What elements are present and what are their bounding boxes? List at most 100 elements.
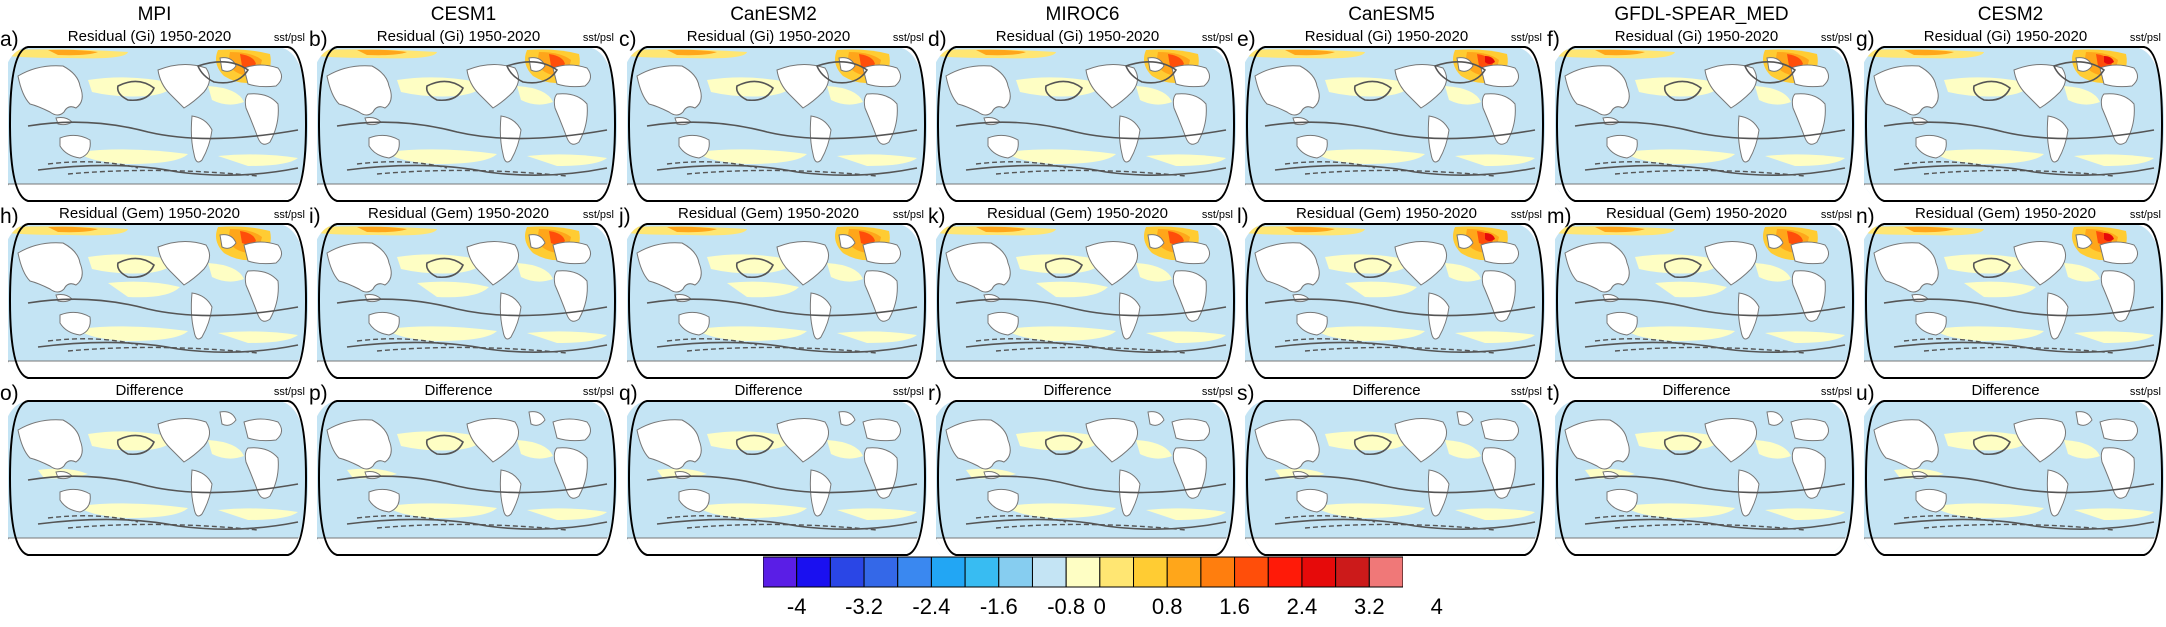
map-panel-b: b) Residual (Gi) 1950-2020 sst/psl bbox=[309, 26, 618, 202]
psl-contour-dashed bbox=[376, 523, 568, 531]
anomaly-patch bbox=[1325, 431, 1408, 451]
anomaly-patch bbox=[1315, 326, 1425, 341]
anomaly-patch bbox=[697, 149, 807, 164]
anomaly-patch bbox=[1445, 263, 1481, 282]
psl-contour bbox=[1663, 434, 1702, 456]
anomaly-patch bbox=[48, 49, 98, 56]
land-mass bbox=[1873, 242, 1939, 293]
land-mass bbox=[862, 241, 901, 265]
column-title-miroc6: MIROC6 bbox=[1045, 4, 1120, 25]
anomaly-patch bbox=[827, 440, 863, 459]
anomaly-patch bbox=[837, 331, 917, 343]
anomaly-patch bbox=[2074, 331, 2154, 343]
land-mass bbox=[1254, 65, 1320, 116]
panel-letter: n) bbox=[1856, 205, 1875, 228]
psl-contour bbox=[1353, 80, 1392, 102]
panel-letter: h) bbox=[0, 205, 19, 228]
psl-contour-dashed bbox=[1923, 169, 2115, 177]
land-mass bbox=[838, 411, 856, 426]
map-border bbox=[936, 46, 1236, 202]
colorbar-swatch bbox=[1301, 556, 1337, 588]
psl-contour bbox=[1584, 518, 1846, 530]
land-mass bbox=[368, 134, 400, 159]
anomaly-patch bbox=[1168, 54, 1184, 68]
world-map bbox=[1245, 46, 1545, 202]
anomaly-patch bbox=[218, 331, 298, 343]
variable-label: sst/psl bbox=[1820, 209, 1852, 221]
variable-label: sst/psl bbox=[1820, 32, 1852, 44]
land-mass bbox=[1564, 65, 1630, 116]
land-mass bbox=[987, 311, 1019, 336]
anomaly-patch bbox=[208, 440, 244, 459]
variable-label: sst/psl bbox=[1201, 386, 1233, 398]
anomaly-patch bbox=[1944, 77, 2027, 97]
anomaly-patch bbox=[1036, 281, 1108, 298]
psl-contour-dashed bbox=[67, 346, 259, 354]
map-panel-f: f) Residual (Gi) 1950-2020 sst/psl bbox=[1547, 26, 1856, 202]
column-title-canesm2: CanESM2 bbox=[730, 4, 817, 25]
land-mass bbox=[627, 183, 927, 201]
map-panel-i: i) Residual (Gem) 1950-2020 sst/psl bbox=[309, 203, 618, 379]
psl-contour-dashed bbox=[1614, 523, 1806, 531]
panel-letter: j) bbox=[619, 205, 631, 228]
land-mass bbox=[1456, 411, 1474, 426]
land-mass bbox=[528, 234, 546, 249]
psl-contour bbox=[1893, 518, 2155, 530]
anomaly-patch bbox=[1016, 431, 1099, 451]
land-mass bbox=[317, 537, 617, 555]
anomaly-patch bbox=[1595, 49, 1645, 56]
land-mass bbox=[1564, 419, 1630, 470]
psl-contour bbox=[116, 434, 155, 456]
variable-label: sst/psl bbox=[892, 209, 924, 221]
psl-contour bbox=[2052, 61, 2106, 84]
anomaly-patch bbox=[1755, 440, 1791, 459]
world-map bbox=[936, 223, 1236, 379]
anomaly-patch bbox=[1325, 77, 1408, 97]
colorbar-swatch bbox=[829, 556, 865, 588]
land-mass bbox=[466, 241, 519, 286]
psl-contour bbox=[37, 341, 299, 353]
world-map bbox=[627, 46, 927, 202]
variable-label: sst/psl bbox=[2129, 209, 2161, 221]
psl-contour-dashed bbox=[975, 338, 1067, 346]
map-panel-g: g) Residual (Gi) 1950-2020 sst/psl bbox=[1856, 26, 2165, 202]
psl-contour bbox=[425, 80, 464, 102]
map-border bbox=[1245, 400, 1545, 556]
colorbar-tick-label: -4 bbox=[786, 594, 807, 619]
psl-contour-dashed bbox=[666, 338, 758, 346]
map-panel-j: j) Residual (Gem) 1950-2020 sst/psl bbox=[619, 203, 928, 379]
land-mass bbox=[244, 270, 279, 322]
psl-contour bbox=[505, 61, 559, 84]
world-map bbox=[936, 400, 1236, 556]
anomaly-patch bbox=[1944, 254, 2027, 274]
psl-contour bbox=[1044, 257, 1083, 279]
colorbar-tick-label: 4 bbox=[1430, 594, 1443, 619]
land-mass bbox=[627, 537, 927, 555]
map-panel-m: m) Residual (Gem) 1950-2020 sst/psl bbox=[1547, 203, 1856, 379]
psl-contour-dashed bbox=[975, 161, 1067, 169]
land-mass bbox=[987, 488, 1019, 513]
land-mass bbox=[627, 360, 927, 378]
map-panel-n: n) Residual (Gem) 1950-2020 sst/psl bbox=[1856, 203, 2165, 379]
psl-contour bbox=[646, 475, 918, 494]
psl-contour-dashed bbox=[995, 346, 1187, 354]
land-mass bbox=[368, 488, 400, 513]
land-mass bbox=[987, 134, 1019, 159]
colorbar-swatch bbox=[1133, 556, 1168, 588]
land-mass bbox=[1254, 242, 1320, 293]
psl-contour-dashed bbox=[1304, 523, 1496, 531]
panel-subtitle: Difference bbox=[424, 382, 493, 399]
anomaly-patch bbox=[78, 149, 188, 164]
anomaly-patch bbox=[2104, 56, 2114, 64]
land-mass bbox=[1790, 241, 1829, 265]
anomaly-patch bbox=[1455, 154, 1535, 166]
land-mass bbox=[1606, 488, 1638, 513]
anomaly-patch bbox=[1345, 281, 1417, 298]
land-mass bbox=[553, 93, 588, 145]
map-panel-t: t) Difference sst/psl bbox=[1547, 380, 1856, 556]
land-mass bbox=[1873, 419, 1939, 470]
anomaly-patch bbox=[827, 86, 863, 105]
anomaly-patch bbox=[357, 49, 407, 56]
land-mass bbox=[1147, 57, 1165, 72]
psl-contour bbox=[1264, 298, 1536, 317]
